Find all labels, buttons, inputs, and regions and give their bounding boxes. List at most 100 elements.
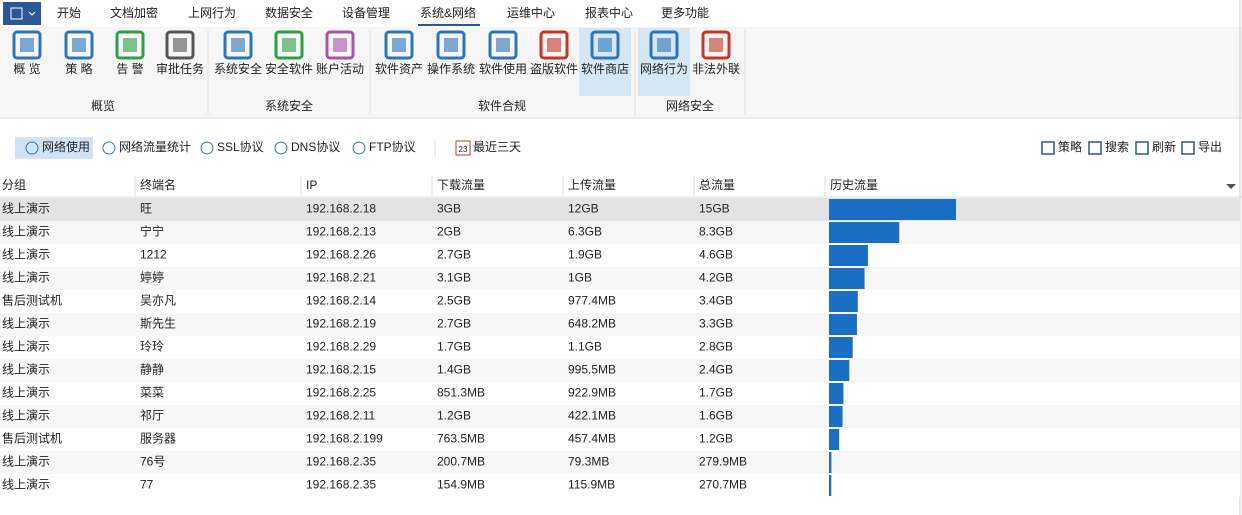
cell: 线上演示 [2, 224, 50, 239]
action-icon [1181, 141, 1195, 155]
menu-item[interactable]: 运维中心 [507, 5, 555, 20]
cell: 1.2GB [437, 409, 471, 423]
ribbon-icon-fill [231, 38, 245, 52]
ribbon-item-label[interactable]: 盗版软件 [530, 61, 578, 76]
menu-item[interactable]: 数据安全 [265, 5, 313, 20]
menu-item[interactable]: 开始 [57, 6, 81, 20]
cell: 192.168.2.15 [306, 363, 376, 377]
column-menu[interactable] [1226, 184, 1236, 189]
column-header[interactable]: 总流量 [699, 178, 735, 192]
tab[interactable]: 网络使用 [42, 139, 90, 154]
history-bar [829, 245, 868, 266]
menu-active-underline [418, 24, 480, 26]
ribbon-icon-fill [547, 38, 561, 52]
cell: 线上演示 [2, 408, 50, 423]
cell: 192.168.2.18 [306, 202, 376, 216]
app-caret [28, 11, 36, 16]
ribbon-group-label: 软件合规 [478, 98, 526, 113]
table-row[interactable] [0, 198, 1240, 221]
tab[interactable]: SSL协议 [217, 139, 264, 154]
ribbon-icon-fill [392, 38, 406, 52]
ribbon-icon [701, 30, 731, 60]
ribbon-icon-fill [20, 38, 34, 52]
cell: 192.168.2.21 [306, 271, 376, 285]
table-row[interactable] [0, 290, 1240, 313]
cell: 15GB [699, 202, 730, 216]
tab[interactable]: 网络流量统计 [119, 139, 191, 154]
column-header[interactable]: 下载流量 [437, 178, 485, 192]
ribbon-icon-fill [333, 38, 347, 52]
ribbon-item-label[interactable]: 软件使用 [479, 61, 527, 76]
ribbon-icon [274, 30, 304, 60]
action[interactable]: 导出 [1198, 140, 1222, 154]
table-row[interactable] [0, 382, 1240, 405]
tab[interactable]: FTP协议 [369, 139, 416, 154]
action[interactable]: 刷新 [1152, 139, 1176, 154]
cell: 457.4MB [568, 432, 616, 446]
ribbon-item-label[interactable]: 操作系统 [427, 61, 475, 76]
action[interactable]: 搜索 [1105, 139, 1129, 154]
ribbon-icon-fill [496, 38, 510, 52]
table-row[interactable] [0, 336, 1240, 359]
table-row[interactable] [0, 405, 1240, 428]
cell: 763.5MB [437, 432, 485, 446]
ribbon-item-label[interactable]: 系统安全 [214, 61, 262, 76]
cell: 祁厅 [140, 408, 164, 423]
table-row[interactable] [0, 451, 1240, 474]
ribbon-item-label[interactable]: 策 略 [65, 61, 92, 76]
menu-item[interactable]: 上网行为 [188, 6, 236, 20]
menu-item[interactable]: 系统&网络 [420, 5, 476, 20]
cell: 线上演示 [2, 201, 50, 216]
ribbon-item-label[interactable]: 审批任务 [156, 61, 204, 76]
ribbon-icon [539, 30, 569, 60]
table-row[interactable] [0, 428, 1240, 451]
ribbon-item-label[interactable]: 概 览 [13, 61, 40, 76]
cell: 线上演示 [2, 339, 50, 354]
cell: 1.9GB [568, 248, 602, 262]
table-row[interactable] [0, 359, 1240, 382]
menu-item[interactable]: 报表中心 [585, 5, 633, 20]
cell: 6.3GB [568, 225, 602, 239]
cell: 76号 [140, 455, 165, 469]
history-bar [829, 291, 858, 312]
ribbon-item-label[interactable]: 软件商店 [581, 61, 629, 76]
date-range[interactable]: 最近三天 [473, 140, 521, 154]
cell: 线上演示 [2, 270, 50, 285]
ribbon-item-label[interactable]: 软件资产 [375, 62, 423, 76]
ribbon-icon [488, 30, 518, 60]
ribbon-icon [384, 30, 414, 60]
menu-item[interactable]: 更多功能 [661, 6, 709, 20]
column-header[interactable]: 分组 [2, 178, 26, 192]
tab[interactable]: DNS协议 [291, 139, 340, 154]
ribbon-item-label[interactable]: 非法外联 [692, 62, 740, 76]
cell: 154.9MB [437, 478, 485, 492]
cell: 192.168.2.13 [306, 225, 376, 239]
cell: 3.4GB [699, 294, 733, 308]
column-header[interactable]: IP [306, 178, 317, 192]
ribbon-item-label[interactable]: 账户活动 [316, 61, 364, 76]
cell: 线上演示 [2, 316, 50, 331]
table-row[interactable] [0, 313, 1240, 336]
cell: 线上演示 [2, 454, 50, 469]
ribbon-group-label: 概览 [91, 98, 115, 113]
ribbon-item-label[interactable]: 安全软件 [265, 61, 313, 76]
column-header[interactable]: 终端名 [140, 177, 176, 192]
table-row[interactable] [0, 244, 1240, 267]
cell: 2.7GB [437, 317, 471, 331]
cell: 851.3MB [437, 386, 485, 400]
table-row[interactable] [0, 267, 1240, 290]
history-bar [829, 314, 857, 335]
column-header[interactable]: 上传流量 [568, 177, 616, 192]
table-row[interactable] [0, 221, 1240, 244]
action[interactable]: 策略 [1058, 139, 1082, 154]
cell: 192.168.2.35 [306, 478, 376, 492]
ribbon-item-label[interactable]: 告 警 [116, 61, 143, 76]
history-bar [829, 360, 850, 381]
column-header[interactable]: 历史流量 [830, 178, 878, 192]
ribbon-item-label[interactable]: 网络行为 [640, 61, 688, 76]
menu-bg [0, 0, 1242, 27]
table-row[interactable] [0, 474, 1240, 497]
menu-item[interactable]: 文档加密 [110, 5, 158, 20]
menu-item[interactable]: 设备管理 [342, 5, 390, 20]
ribbon-icon-fill [72, 38, 86, 52]
